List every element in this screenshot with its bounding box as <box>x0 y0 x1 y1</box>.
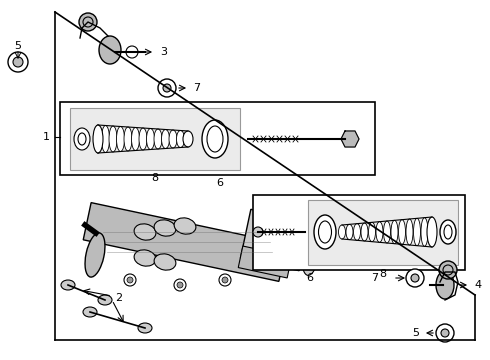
Ellipse shape <box>74 128 90 150</box>
Text: 6: 6 <box>217 178 223 188</box>
Text: 3: 3 <box>160 47 167 57</box>
Circle shape <box>253 227 263 237</box>
Circle shape <box>127 277 133 283</box>
Bar <box>308 200 458 265</box>
Circle shape <box>441 329 449 337</box>
Ellipse shape <box>353 224 361 240</box>
Ellipse shape <box>339 225 345 239</box>
Circle shape <box>177 282 183 288</box>
Ellipse shape <box>117 126 124 152</box>
Ellipse shape <box>134 224 156 240</box>
Ellipse shape <box>427 217 437 247</box>
Ellipse shape <box>421 218 428 246</box>
Circle shape <box>124 274 136 286</box>
Ellipse shape <box>147 129 154 149</box>
Ellipse shape <box>138 323 152 333</box>
Bar <box>238 246 292 278</box>
Ellipse shape <box>368 222 375 242</box>
Text: 1: 1 <box>43 132 50 142</box>
Bar <box>70 108 240 170</box>
Text: 7: 7 <box>371 273 379 283</box>
Circle shape <box>163 84 171 92</box>
Circle shape <box>174 279 186 291</box>
Ellipse shape <box>109 126 117 152</box>
Ellipse shape <box>98 295 112 305</box>
Ellipse shape <box>154 220 176 236</box>
Ellipse shape <box>391 220 398 244</box>
Ellipse shape <box>154 254 176 270</box>
Ellipse shape <box>414 218 420 246</box>
Ellipse shape <box>436 271 454 299</box>
Text: 6: 6 <box>307 273 314 283</box>
Polygon shape <box>341 131 359 147</box>
Circle shape <box>8 52 28 72</box>
Text: 5: 5 <box>15 41 22 51</box>
Ellipse shape <box>124 127 132 151</box>
Ellipse shape <box>134 250 156 266</box>
Circle shape <box>13 57 23 67</box>
Text: 4: 4 <box>474 280 481 290</box>
Ellipse shape <box>94 125 102 153</box>
Ellipse shape <box>384 221 391 243</box>
Ellipse shape <box>176 131 185 148</box>
Circle shape <box>439 261 457 279</box>
Circle shape <box>219 274 231 286</box>
Ellipse shape <box>183 131 193 147</box>
Text: 2: 2 <box>115 293 122 303</box>
Ellipse shape <box>361 223 368 241</box>
Ellipse shape <box>83 307 97 317</box>
Bar <box>60 102 375 175</box>
Ellipse shape <box>131 127 140 150</box>
Ellipse shape <box>93 125 103 153</box>
Ellipse shape <box>398 220 406 244</box>
Ellipse shape <box>169 130 177 148</box>
Circle shape <box>436 324 454 342</box>
Ellipse shape <box>85 233 105 277</box>
Ellipse shape <box>174 218 196 234</box>
Ellipse shape <box>139 128 147 150</box>
Circle shape <box>411 274 419 282</box>
Ellipse shape <box>202 120 228 158</box>
Ellipse shape <box>162 130 170 149</box>
Bar <box>83 203 287 282</box>
Ellipse shape <box>302 240 318 275</box>
Circle shape <box>79 13 97 31</box>
Bar <box>253 195 465 270</box>
Ellipse shape <box>376 222 383 242</box>
Ellipse shape <box>406 219 413 245</box>
Circle shape <box>222 277 228 283</box>
Ellipse shape <box>99 36 121 64</box>
Ellipse shape <box>314 215 336 249</box>
Text: 5: 5 <box>412 328 419 338</box>
Circle shape <box>158 79 176 97</box>
Circle shape <box>126 46 138 58</box>
Ellipse shape <box>101 126 109 153</box>
Circle shape <box>406 269 424 287</box>
Ellipse shape <box>154 129 162 149</box>
Ellipse shape <box>61 280 75 290</box>
Ellipse shape <box>346 224 353 240</box>
Text: 8: 8 <box>151 173 159 183</box>
Bar <box>241 209 310 271</box>
Text: 8: 8 <box>379 269 387 279</box>
Ellipse shape <box>440 220 456 244</box>
Text: 7: 7 <box>193 83 200 93</box>
